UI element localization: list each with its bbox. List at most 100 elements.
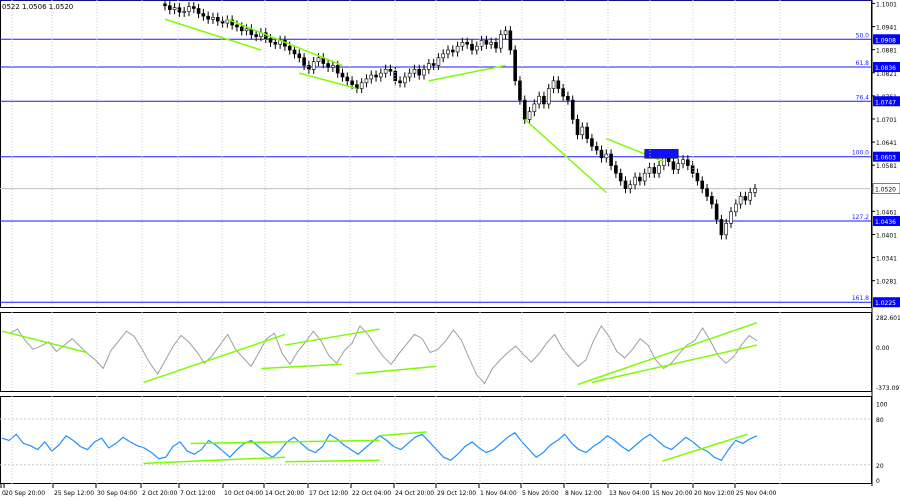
candle-body	[201, 13, 206, 17]
time-label: 5 Nov 20:00	[522, 490, 559, 497]
price-tick-label: 1.0461	[876, 209, 897, 216]
time-label: 24 Oct 20:00	[395, 490, 434, 497]
price-tag-label: 1.0436	[875, 219, 896, 226]
candle-body	[465, 42, 469, 45]
trendline	[428, 64, 506, 82]
panel-frame	[0, 396, 872, 484]
time-label: 20 Sep 20:00	[5, 490, 45, 497]
time-label: 17 Oct 12:00	[309, 490, 348, 497]
candle-body	[527, 111, 532, 120]
price-tag-label: 1.0225	[875, 300, 896, 307]
candle-body	[652, 167, 657, 174]
candle-body	[714, 203, 719, 220]
candle-body	[374, 74, 378, 78]
candle-body	[700, 180, 705, 189]
candle-body	[369, 74, 374, 80]
candle-body	[546, 88, 551, 105]
candle-body	[494, 42, 498, 49]
trendline	[227, 18, 343, 67]
candle-body	[719, 219, 724, 236]
candle-body	[594, 146, 599, 151]
candle-body	[388, 69, 393, 72]
candle-body	[436, 57, 441, 66]
candle-body	[177, 7, 182, 13]
candle-body	[503, 30, 508, 35]
candle-body	[743, 196, 748, 201]
cci-trendline	[355, 365, 437, 375]
symbol-info: 0522 1.0506 1.0520	[2, 3, 73, 11]
candle-body	[163, 3, 167, 7]
osc-trendline	[143, 456, 286, 465]
time-label: 30 Sep 04:00	[97, 490, 137, 497]
time-label: 25 Sep 12:00	[54, 490, 94, 497]
osc-tick-label: 100	[876, 402, 888, 409]
candle-body	[407, 72, 412, 78]
candle-body	[537, 95, 541, 105]
candle-body	[431, 63, 436, 66]
price-tag-label: 1.0836	[875, 65, 896, 72]
candle-body	[187, 6, 191, 12]
time-label: 14 Oct 20:00	[265, 490, 304, 497]
price-tag-bg	[873, 61, 900, 72]
current-price-tag-bg	[872, 183, 900, 194]
time-axis: 0 20 Sep 20:00 25 Sep 12:00 30 Sep 04:00 2 O…	[0, 0, 873, 497]
candle-body	[508, 30, 513, 51]
candle-body	[225, 19, 230, 24]
price-tick-label: 1.0701	[876, 117, 897, 124]
price-tag-bg	[873, 297, 900, 308]
oscillator-panel[interactable]: 100 80 20 0	[0, 396, 888, 486]
candle-body	[474, 45, 479, 51]
candle-body	[542, 95, 546, 105]
price-tick-label: 1.1001	[876, 1, 897, 8]
candle-body	[292, 49, 297, 55]
osc-trendline	[379, 431, 427, 437]
price-tag-bg	[873, 215, 900, 226]
candle-body	[254, 34, 258, 37]
time-label: 29 Oct 12:00	[437, 490, 476, 497]
osc-trendline	[190, 439, 380, 445]
candle-body	[326, 63, 330, 68]
candle-body	[206, 15, 210, 20]
candle-body	[623, 180, 628, 189]
osc-tick-label: 20	[876, 463, 884, 470]
cci-panel[interactable]: 282.6012 0.00 -373.0970	[0, 312, 900, 392]
time-label: 10 Oct 04:00	[224, 490, 263, 497]
candle-body	[489, 42, 493, 45]
current-price-label: 1.0520	[875, 187, 896, 194]
candle-body	[532, 103, 537, 112]
candle-body	[518, 80, 522, 101]
price-panel[interactable]: 1.10011.09411.08811.08211.07611.07011.06…	[0, 0, 900, 308]
candle-body	[215, 17, 220, 22]
cci-line	[1, 324, 758, 385]
candle-body	[647, 167, 652, 174]
candle-body	[748, 192, 753, 201]
candle-body	[364, 78, 369, 84]
candle-body	[297, 53, 302, 59]
candle-body	[167, 5, 172, 10]
candle-body	[335, 65, 340, 74]
candle-body	[417, 69, 422, 76]
time-label: 8 Nov 12:00	[565, 490, 602, 497]
cci-trendline	[577, 321, 758, 386]
price-tag-label: 1.0908	[875, 37, 896, 44]
candle-body	[446, 49, 450, 55]
candle-body	[642, 172, 647, 182]
candle-body	[412, 69, 417, 74]
candle-body	[580, 126, 585, 136]
candle-body	[551, 80, 556, 89]
trendline	[299, 72, 358, 90]
time-label: 15 Nov 20:00	[652, 490, 693, 497]
price-tick-label: 1.0881	[876, 48, 897, 55]
candle-body	[182, 11, 186, 13]
candle-body	[695, 172, 700, 182]
candle-body	[239, 26, 244, 32]
cci-tick-label: 0.00	[876, 345, 890, 352]
candle-body	[460, 42, 465, 47]
price-tick-label: 1.0941	[876, 25, 897, 32]
candle-body	[484, 40, 489, 45]
candle-body	[513, 49, 517, 82]
candle-body	[690, 165, 695, 174]
price-tag-label: 1.0747	[875, 99, 896, 106]
time-label: 25 Nov 04:00	[736, 490, 777, 497]
